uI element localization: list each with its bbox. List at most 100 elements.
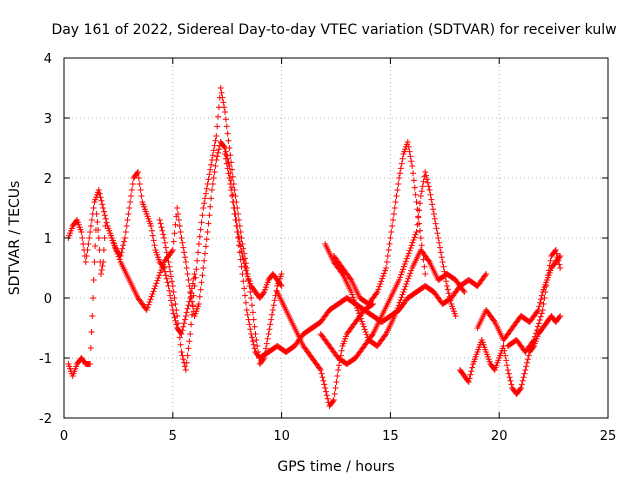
data-point bbox=[245, 316, 252, 323]
data-point bbox=[247, 289, 254, 295]
data-point bbox=[249, 338, 256, 345]
data-point bbox=[504, 367, 511, 373]
data-point bbox=[175, 327, 182, 334]
data-point bbox=[431, 215, 438, 222]
data-point bbox=[82, 259, 89, 265]
data-point bbox=[508, 381, 515, 388]
data-point bbox=[90, 295, 97, 301]
data-point bbox=[214, 123, 221, 130]
data-point bbox=[399, 266, 406, 273]
data-point bbox=[530, 338, 537, 345]
data-point bbox=[544, 272, 551, 279]
data-point bbox=[136, 181, 143, 187]
data-point bbox=[98, 267, 105, 273]
data-point bbox=[84, 247, 91, 253]
data-point bbox=[220, 99, 227, 106]
data-point bbox=[322, 385, 329, 391]
data-point bbox=[524, 359, 531, 366]
series-sat-j bbox=[457, 313, 564, 397]
data-point bbox=[408, 267, 415, 274]
data-point bbox=[99, 201, 106, 208]
data-point bbox=[169, 283, 176, 289]
series-sat-h bbox=[317, 169, 459, 367]
x-tick-label: 20 bbox=[491, 429, 508, 444]
data-point bbox=[193, 266, 200, 273]
data-point bbox=[399, 269, 406, 275]
data-point bbox=[270, 302, 277, 309]
data-point bbox=[554, 254, 561, 261]
data-point bbox=[555, 257, 562, 264]
data-point bbox=[207, 166, 214, 173]
data-point bbox=[178, 331, 185, 337]
x-tick-label: 15 bbox=[382, 429, 399, 444]
data-point bbox=[164, 279, 171, 286]
data-point bbox=[324, 395, 331, 402]
data-point bbox=[87, 223, 94, 229]
data-point bbox=[120, 242, 127, 249]
data-point bbox=[467, 371, 474, 378]
data-point bbox=[320, 377, 327, 384]
data-point bbox=[176, 334, 183, 341]
data-point bbox=[434, 230, 441, 237]
data-point bbox=[188, 321, 195, 328]
data-point bbox=[179, 239, 186, 246]
data-point bbox=[166, 287, 173, 294]
data-point bbox=[334, 373, 341, 379]
data-point bbox=[546, 262, 553, 269]
x-tick-label: 5 bbox=[169, 429, 177, 444]
data-point bbox=[176, 223, 183, 229]
data-point bbox=[437, 244, 444, 251]
data-point bbox=[235, 242, 242, 249]
data-point bbox=[198, 219, 205, 226]
data-point bbox=[483, 271, 490, 277]
data-point bbox=[416, 207, 423, 214]
data-point bbox=[316, 365, 323, 372]
data-point bbox=[412, 191, 419, 198]
data-point bbox=[215, 104, 222, 111]
data-point bbox=[101, 212, 108, 219]
data-point bbox=[240, 278, 247, 285]
data-point bbox=[440, 263, 447, 270]
data-point bbox=[267, 321, 274, 328]
data-point bbox=[535, 320, 542, 327]
data-point bbox=[533, 327, 540, 333]
data-point bbox=[233, 223, 240, 229]
data-point bbox=[410, 237, 417, 243]
data-point bbox=[522, 367, 529, 373]
data-point bbox=[240, 245, 247, 252]
data-point bbox=[145, 301, 152, 308]
data-point bbox=[399, 155, 406, 162]
data-point bbox=[103, 219, 110, 226]
data-point bbox=[88, 329, 95, 335]
data-point bbox=[97, 271, 104, 277]
data-point bbox=[123, 223, 130, 229]
x-tick-label: 10 bbox=[273, 429, 290, 444]
data-point bbox=[210, 175, 217, 181]
data-point bbox=[406, 148, 413, 155]
data-point bbox=[215, 113, 222, 120]
data-point bbox=[396, 170, 403, 177]
data-point bbox=[195, 249, 202, 256]
data-point bbox=[159, 227, 166, 234]
y-tick-label: -2 bbox=[39, 412, 52, 427]
data-point bbox=[408, 242, 415, 249]
data-point bbox=[186, 338, 193, 345]
data-point bbox=[386, 241, 393, 247]
data-point bbox=[269, 311, 276, 318]
data-point bbox=[98, 197, 105, 204]
data-point bbox=[399, 291, 406, 298]
series-sat-f bbox=[274, 289, 376, 409]
y-tick-label: 2 bbox=[44, 172, 52, 187]
data-point bbox=[278, 271, 285, 277]
data-point bbox=[202, 243, 209, 250]
data-point bbox=[192, 274, 199, 281]
data-point bbox=[89, 313, 96, 319]
data-point bbox=[356, 313, 363, 319]
data-point bbox=[241, 285, 248, 292]
data-point bbox=[398, 271, 405, 278]
data-point bbox=[376, 283, 383, 290]
data-point bbox=[163, 275, 170, 282]
data-point bbox=[199, 212, 206, 219]
data-point bbox=[389, 223, 396, 229]
data-point bbox=[248, 295, 255, 301]
